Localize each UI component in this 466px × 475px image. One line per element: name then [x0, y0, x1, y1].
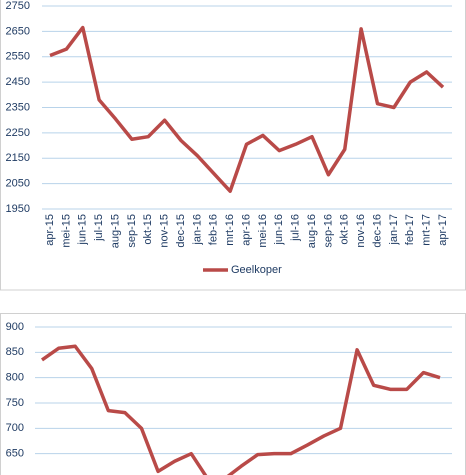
x-tick-label: mrt-17 — [421, 214, 433, 246]
y-tick-label: 2750 — [6, 0, 30, 12]
x-tick-label: aug-15 — [109, 214, 121, 248]
x-tick-label: okt-16 — [339, 214, 351, 245]
x-tick-label: mei-16 — [257, 214, 269, 248]
x-tick-label: jul-16 — [290, 214, 302, 242]
x-tick-label: jun-16 — [273, 214, 285, 246]
x-tick-label: aug-16 — [306, 214, 318, 248]
x-tick-label: apr-16 — [240, 214, 252, 246]
x-tick-label: sep-16 — [322, 214, 334, 248]
x-tick-label: apr-17 — [437, 214, 449, 246]
x-tick-label: feb-16 — [208, 214, 220, 245]
y-tick-label: 2450 — [6, 76, 30, 88]
chart-frame — [0, 313, 466, 475]
y-tick-label: 900 — [6, 321, 24, 333]
x-tick-label: feb-17 — [404, 214, 416, 245]
y-tick-label: 2350 — [6, 101, 30, 113]
y-tick-label: 2050 — [6, 178, 30, 190]
y-tick-label: 800 — [6, 372, 24, 384]
y-tick-label: 650 — [6, 448, 24, 460]
x-tick-label: jan-16 — [191, 214, 203, 246]
x-tick-label: sep-15 — [126, 214, 138, 248]
x-tick-label: okt-15 — [142, 214, 154, 245]
y-tick-label: 2550 — [6, 51, 30, 63]
x-tick-label: jul-15 — [93, 214, 105, 242]
line-series — [40, 344, 441, 475]
x-tick-label: apr-15 — [44, 214, 56, 246]
legend-label: Geelkoper — [231, 264, 282, 276]
x-tick-label: nov-15 — [159, 214, 171, 248]
y-tick-label: 1950 — [6, 203, 30, 215]
y-tick-label: 2650 — [6, 25, 30, 37]
y-tick-label: 700 — [6, 422, 24, 434]
x-tick-label: jan-17 — [388, 214, 400, 246]
x-tick-label: dec-15 — [175, 214, 187, 248]
x-tick-label: mei-15 — [60, 214, 72, 248]
x-tick-label: jun-15 — [77, 214, 89, 246]
y-tick-label: 2250 — [6, 127, 30, 139]
y-tick-label: 2150 — [6, 152, 30, 164]
x-tick-label: mrt-16 — [224, 214, 236, 246]
line-series — [49, 25, 445, 193]
x-tick-label: dec-16 — [371, 214, 383, 248]
y-tick-label: 750 — [6, 397, 24, 409]
y-tick-label: 850 — [6, 346, 24, 358]
x-tick-label: nov-16 — [355, 214, 367, 248]
